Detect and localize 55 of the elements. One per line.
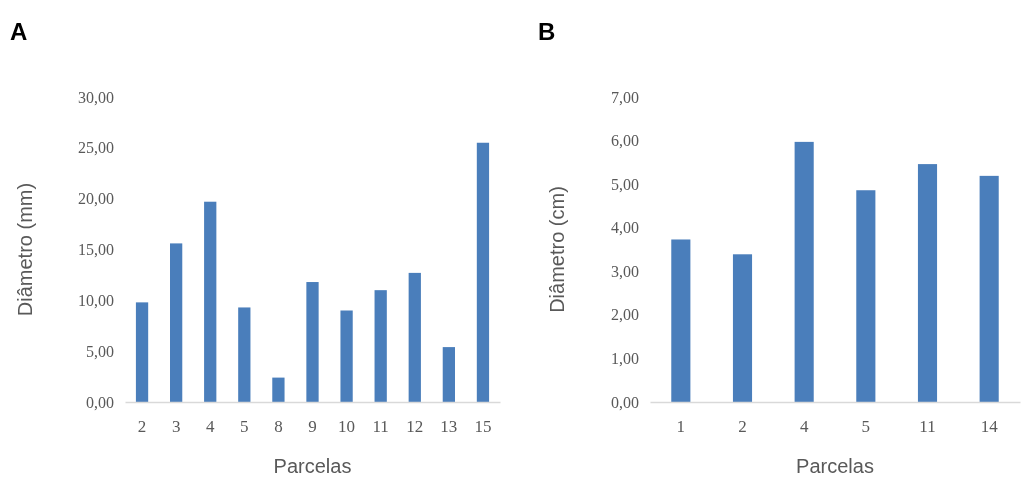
bar xyxy=(917,164,938,402)
x-tick-label: 13 xyxy=(440,417,458,437)
x-tick-label: 11 xyxy=(919,417,936,437)
x-tick-label: 2 xyxy=(738,417,747,437)
x-tick-label: 15 xyxy=(474,417,492,437)
y-tick-label: 0,00 xyxy=(611,393,639,411)
y-tick-label: 7,00 xyxy=(611,88,639,106)
bar xyxy=(340,310,353,402)
x-tick-label: 4 xyxy=(799,417,809,437)
x-tick-label: 12 xyxy=(406,417,424,437)
x-tick-label: 2 xyxy=(137,417,147,437)
bar xyxy=(856,190,876,402)
bar xyxy=(794,141,814,402)
x-axis-title: Parcelas xyxy=(796,455,874,477)
y-tick-label: 2,00 xyxy=(611,306,639,324)
y-axis-title: Diâmetro (cm) xyxy=(546,186,568,313)
chart-title: A xyxy=(10,18,28,45)
bar xyxy=(374,290,387,402)
x-tick-label: 5 xyxy=(861,417,871,437)
x-tick-label: 10 xyxy=(338,417,356,437)
x-tick-label: 9 xyxy=(308,417,317,437)
bar xyxy=(442,347,455,402)
bar xyxy=(272,377,285,402)
y-tick-label: 20,00 xyxy=(78,190,114,208)
y-tick-label: 10,00 xyxy=(78,291,114,309)
x-tick-label: 1 xyxy=(676,417,686,437)
x-tick-label: 14 xyxy=(980,417,999,437)
x-tick-label: 4 xyxy=(205,417,215,437)
bar xyxy=(204,201,217,402)
bar xyxy=(170,243,183,402)
x-axis-title: Parcelas xyxy=(273,455,352,477)
y-tick-label: 3,00 xyxy=(611,262,639,280)
y-tick-label: 1,00 xyxy=(611,350,639,368)
y-tick-label: 5,00 xyxy=(86,342,114,360)
y-axis-title: Diâmetro (mm) xyxy=(14,182,36,317)
chart-title: B xyxy=(538,18,556,45)
bar xyxy=(238,307,251,402)
y-tick-label: 25,00 xyxy=(78,139,114,157)
x-tick-label: 3 xyxy=(171,417,181,437)
x-tick-label: 11 xyxy=(372,417,389,437)
y-tick-label: 4,00 xyxy=(611,219,639,237)
x-tick-label: 5 xyxy=(240,417,249,437)
bar xyxy=(732,254,753,402)
bar xyxy=(476,142,490,402)
y-tick-label: 0,00 xyxy=(86,393,114,411)
x-tick-label: 8 xyxy=(274,417,283,437)
bar xyxy=(979,175,999,402)
y-tick-label: 15,00 xyxy=(78,241,114,259)
bar xyxy=(408,272,421,402)
bar xyxy=(306,282,319,402)
y-tick-label: 30,00 xyxy=(78,88,114,106)
y-tick-label: 6,00 xyxy=(611,132,639,150)
bar xyxy=(671,239,691,402)
y-tick-label: 5,00 xyxy=(611,175,639,193)
bar xyxy=(135,302,149,402)
